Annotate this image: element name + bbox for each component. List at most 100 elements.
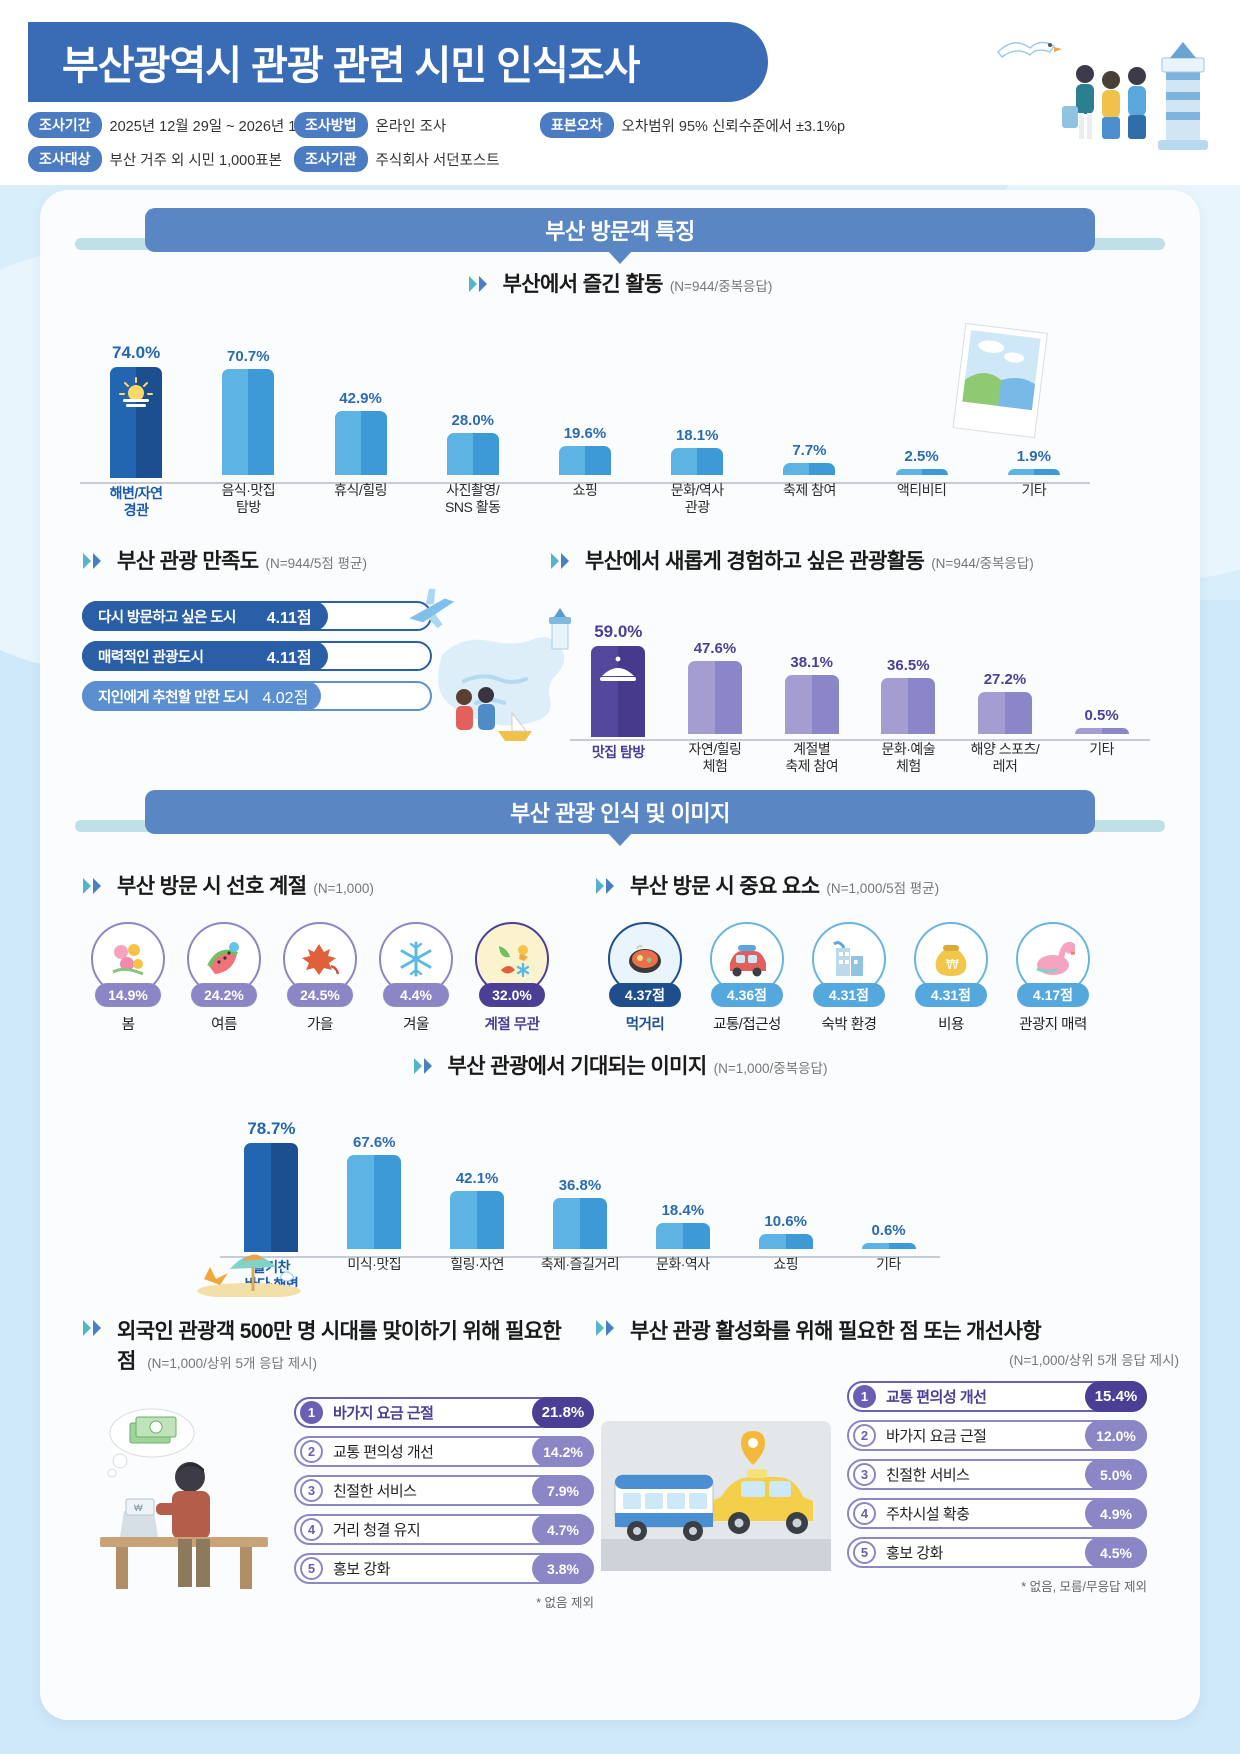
bar-fill-right [908,678,936,734]
season-percent: 4.4% [383,983,449,1007]
bar-rect [655,1223,710,1249]
rank-number: 3 [853,1463,876,1486]
bar-column: 78.7%활기찬 바다·해변 [197,1119,323,1300]
factor-score: 4.31점 [915,983,987,1007]
rank-label: 교통 편의성 개선 [886,1389,987,1406]
rank-value: 15.4% [1085,1381,1147,1412]
bar-rect [558,446,611,475]
chart-4-title: 부산 방문 시 선호 계절 [117,875,307,898]
metadata-row: 조사대상 부산 거주 외 시민 1,000표본 조사기관 주식회사 서던포스트 [28,146,928,172]
satisfaction-label: 지인에게 추천할 만한 도시 [98,689,249,706]
factor-score: 4.17점 [1017,983,1089,1007]
chart-axis-line [80,482,1090,484]
bar-fill-left [110,367,137,478]
rank-label: 친절한 서비스 [333,1483,417,1500]
satisfaction-bar-fill: 다시 방문하고 싶은 도시 4.11점 [82,601,328,631]
chart-1-note: (N=944/중복응답) [669,279,773,294]
table-1-title: 외국인 관광객 500만 명 시대를 맞이하기 위해 필요한 점 [117,1320,562,1373]
section-2-banner-label: 부산 관광 인식 및 이미지 [510,801,730,826]
rank-row: 5 홍보 강화 3.8% [294,1553,594,1584]
svg-text:₩: ₩ [134,1503,143,1513]
rank-footnote: * 없음 제외 [536,1596,594,1610]
chart-6-heading: 부산 관광에서 기대되는 이미지 (N=1,000/중복응답) [40,1050,1200,1080]
satisfaction-score: 4.11점 [266,610,312,627]
section-banner-arrow [607,832,633,846]
bar-column: 36.8% 축제·즐길거리 [529,1177,632,1273]
satisfaction-score: 4.11점 [266,650,312,667]
bar-rect [244,1143,299,1252]
chart-6-title: 부산 관광에서 기대되는 이미지 [447,1055,708,1078]
season-label: 여름 [211,1017,237,1033]
bar-category-label: 해양 스포츠/ 레저 [970,741,1040,775]
metadata-chip: 표본오차 [540,112,614,138]
bar-fill-left [244,1143,272,1252]
bar-value-label: 42.1% [455,1170,499,1187]
rank-label: 바가지 요금 근절 [886,1428,987,1445]
bar-value-label: 7.7% [792,442,827,459]
chart-4-note: (N=1,000) [313,881,374,896]
chart-5-heading: 부산 방문 시 중요 요소 (N=1,000/5점 평균) [595,870,1185,900]
bar-rect [784,675,839,734]
ranking-list-1: 1 바가지 요금 근절 21.8% 2 교통 편의성 개선 14.2% 3 친절한 서비스 7.… [294,1397,594,1611]
bar-value-label: 47.6% [693,640,737,657]
metadata-chip: 조사대상 [28,146,102,172]
bar-rect [687,661,742,734]
bar-category-label: 문화·예술 체험 [881,741,936,775]
bar-category-label: 쇼핑 [773,1256,799,1272]
rank-label: 주차시설 확충 [886,1506,970,1523]
bar-category-label: 액티비티 [896,482,947,498]
table-2-note: (N=1,000/상위 5개 응답 제시) [1009,1353,1179,1368]
factor-circle-group: 4.37점 먹거리 4.36점 교통/접근성 4.31점 숙박 환경 ₩4.31점 비용 4.1… [595,922,1185,1072]
metadata-value: 2025년 12월 29일 ~ 2026년 1월 8일 [109,118,336,135]
section-banner-arrow [607,250,633,264]
season-percent: 24.5% [287,983,353,1007]
bar-rect [861,1243,916,1249]
bus-taxi-illustration [601,1421,831,1571]
rank-value: 14.2% [532,1436,594,1467]
rank-value: 5.0% [1085,1459,1147,1490]
chevron-right-icon [413,1057,439,1080]
chart-important-factors: 부산 방문 시 중요 요소 (N=1,000/5점 평균) 4.37점 먹거리 4.… [595,870,1185,1072]
bar-value-label: 36.8% [558,1177,602,1194]
bar-value-label: 2.5% [904,448,939,465]
bar-rect [552,1198,607,1249]
bar-fill-left [977,692,1005,734]
bar-fill-left [895,469,922,475]
satisfaction-label: 매력적인 관광도시 [98,649,204,666]
bar-value-label: 18.4% [661,1202,705,1219]
rank-row: 1 바가지 요금 근절 21.8% [294,1397,594,1428]
bar-category-label: 기타 [1089,741,1115,757]
factor-score: 4.31점 [813,983,885,1007]
bar-column: 70.7% 음식·맛집 탐방 [192,348,304,516]
bar-column: 2.5% 액티비티 [866,448,978,499]
bar-value-label: 28.0% [451,412,495,429]
rank-number: 4 [300,1518,323,1541]
satisfaction-label: 다시 방문하고 싶은 도시 [98,609,236,626]
metadata-item-target: 조사대상 부산 거주 외 시민 1,000표본 [28,146,282,172]
bar-fill-left [591,646,619,737]
factor-score: 4.36점 [711,983,783,1007]
bar-column: 10.6% 쇼핑 [734,1213,837,1273]
header-illustration [997,41,1208,150]
bar-column: 19.6% 쇼핑 [529,425,641,499]
rank-number: 5 [853,1541,876,1564]
bar-column: 59.0% 맛집 탐방 [570,622,667,761]
bar-value-label: 38.1% [790,654,833,671]
ranking-improvements: 부산 관광 활성화를 위해 필요한 점 또는 개선사항 (N=1,000/상위 … [595,1315,1185,1611]
satisfaction-bar-fill: 지인에게 추천할 만한 도시 4.02점 [82,681,321,711]
businessman-desk-illustration: ₩ [100,1408,268,1589]
chart-satisfaction: 부산 관광 만족도 (N=944/5점 평균) 다시 방문하고 싶은 도시 4.1… [82,545,571,741]
bar-value-label: 67.6% [352,1134,396,1151]
chart-2-note: (N=944/5점 평균) [265,556,367,571]
table-1-heading: 외국인 관광객 500만 명 시대를 맞이하기 위해 필요한 점 (N=1,00… [82,1315,602,1375]
satisfaction-score: 4.02점 [262,690,309,707]
bar-fill-right [360,411,387,475]
satisfaction-bar: 매력적인 관광도시 4.11점 [82,641,432,671]
satisfaction-bar-fill: 매력적인 관광도시 4.11점 [82,641,328,671]
rank-value: 7.9% [532,1475,594,1506]
bar-fill-left [783,463,810,475]
bar-value-label: 18.1% [675,427,719,444]
season-item-3: 4.4% 겨울 [370,922,462,1034]
bar-fill-left [671,448,698,475]
season-label: 겨울 [403,1017,429,1033]
